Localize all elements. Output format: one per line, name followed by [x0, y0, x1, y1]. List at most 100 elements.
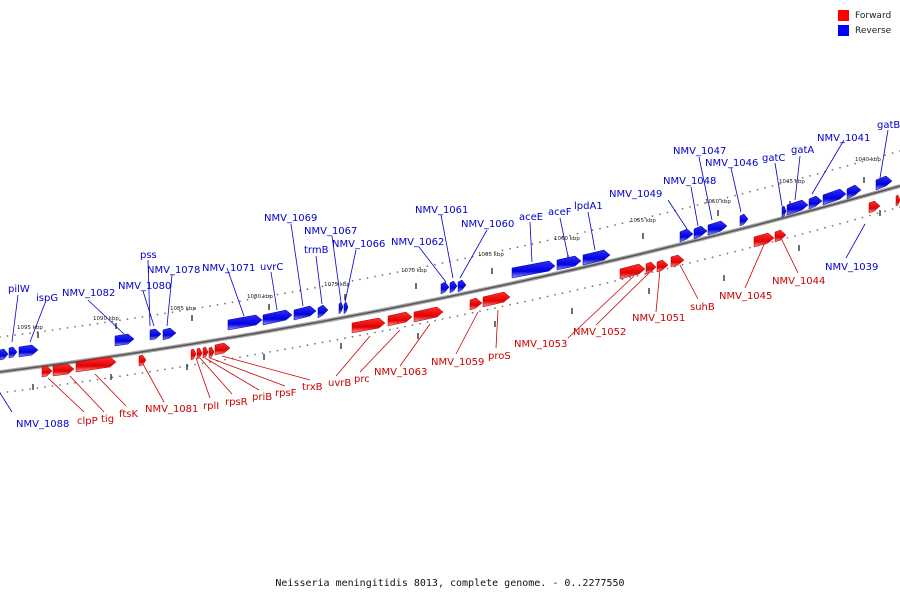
guide-dot [201, 306, 204, 309]
gene-label-NMV_1049: NMV_1049 [609, 189, 662, 200]
gene-arrow-aceE [511, 260, 556, 279]
tick-label: 1065 kbp [478, 252, 504, 258]
guide-dot [546, 239, 549, 242]
guide-dot [359, 278, 361, 281]
gene-label-NMV_1039: NMV_1039 [825, 262, 878, 273]
gene-label-NMV_1062: NMV_1062 [391, 237, 444, 248]
guide-dot [299, 345, 301, 348]
guide-dot [696, 260, 699, 262]
gene-label-rplI: rplI [203, 401, 219, 412]
gene-arrow-NMV_1052 [645, 261, 657, 275]
gene-arrow-NMV_1060 [457, 279, 467, 293]
guide-dot [561, 292, 564, 295]
gene-label-NMV_1078: NMV_1078 [147, 265, 200, 276]
guide-dot [719, 198, 721, 201]
guide-dot [104, 321, 106, 324]
gene-arrow-NMV_1046 [739, 213, 749, 227]
guide-dot [629, 276, 631, 279]
guide-dot [419, 322, 421, 325]
guide-dot [329, 340, 331, 342]
tick-label: 1050 kbp [705, 199, 731, 205]
guide-dot [231, 301, 234, 304]
guide-dot [81, 380, 84, 383]
gene-arrow-NMV_1080b [114, 333, 135, 347]
guide-dot [306, 344, 309, 347]
legend-forward: Forward [838, 8, 891, 23]
guide-dot [336, 338, 339, 341]
guide-dot [381, 330, 384, 332]
guide-dot [516, 246, 519, 249]
guide-dot [869, 214, 871, 217]
guide-dot [239, 300, 241, 302]
guide-dot [329, 284, 331, 286]
gene-arrow-NMV_1067 [338, 301, 344, 315]
guide-dot [396, 271, 399, 273]
gene-arrow-NMV_1041 [808, 195, 823, 210]
guide-dot [6, 335, 9, 337]
gene-arrow-NMV_1063 [413, 306, 444, 323]
gene-arrow-ftsK [75, 356, 117, 373]
gene-arrow-NMV_1053 [619, 263, 646, 280]
gene-arrow-gatC [781, 205, 787, 218]
guide-dot [411, 268, 414, 270]
guide-dot [59, 384, 61, 386]
guide-dot [269, 351, 271, 353]
guide-dot [141, 316, 144, 318]
guide-dot [36, 387, 39, 389]
guide-dot [29, 332, 31, 334]
guide-dot [734, 194, 736, 197]
gene-label-pss: pss [140, 250, 157, 261]
guide-dot [531, 299, 534, 301]
guide-dot [509, 247, 511, 250]
guide-dot [771, 185, 774, 187]
guide-dot [726, 252, 729, 255]
gene-arrow-NMV_1051 [656, 259, 669, 273]
scale-ticks [32, 177, 881, 390]
guide-dot [164, 312, 166, 315]
gene-label-NMV_1059: NMV_1059 [431, 357, 484, 368]
guide-dot [576, 288, 579, 291]
gene-arrow-pss [149, 328, 162, 341]
guide-dot [666, 211, 669, 214]
guide-dot [786, 181, 789, 183]
guide-dot [516, 302, 519, 305]
guide-dot [591, 229, 594, 232]
gene-label-gatB: gatB [877, 120, 900, 131]
guide-dot [471, 311, 474, 314]
guide-dot [666, 267, 669, 270]
gene-label-NMV_1080: NMV_1080 [118, 281, 171, 292]
gene-label-gatC: gatC [762, 153, 785, 164]
guide-dot [704, 202, 706, 205]
gene-arrow-uvrC [262, 309, 293, 326]
gene-arrow-g1 [0, 348, 9, 361]
guide-dot [884, 154, 886, 157]
guide-dot [321, 285, 324, 288]
guide-dot [389, 272, 391, 275]
guide-dot [29, 388, 31, 390]
gene-arrow-tig [52, 363, 75, 377]
legend-reverse: Reverse [838, 23, 891, 38]
guide-dot [809, 175, 811, 177]
guide-dot [524, 300, 526, 303]
guide-dot [276, 293, 279, 296]
guide-dot [404, 269, 406, 272]
gene-label-tig: tig [101, 414, 114, 425]
guide-dot [404, 325, 406, 328]
guide-dot [734, 250, 736, 253]
guide-dot [479, 310, 481, 313]
gene-label-NMV_1044: NMV_1044 [772, 276, 825, 287]
legend-forward-label: Forward [855, 10, 892, 21]
guide-dot [576, 232, 579, 235]
tick-label: 1070 kbp [401, 268, 427, 274]
tick-label: 1075 kbp [324, 282, 350, 288]
guide-dot [629, 220, 631, 223]
guide-dot [21, 389, 24, 391]
gene-label-NMV_1046: NMV_1046 [705, 158, 758, 169]
gene-arrow-NMV_1069 [293, 305, 317, 321]
guide-dot [66, 327, 69, 329]
guide-dot [194, 363, 196, 366]
guide-dot [111, 320, 114, 323]
guide-dot [884, 210, 886, 213]
guide-dot [456, 259, 459, 261]
gene-arrow-rplI [190, 348, 197, 361]
